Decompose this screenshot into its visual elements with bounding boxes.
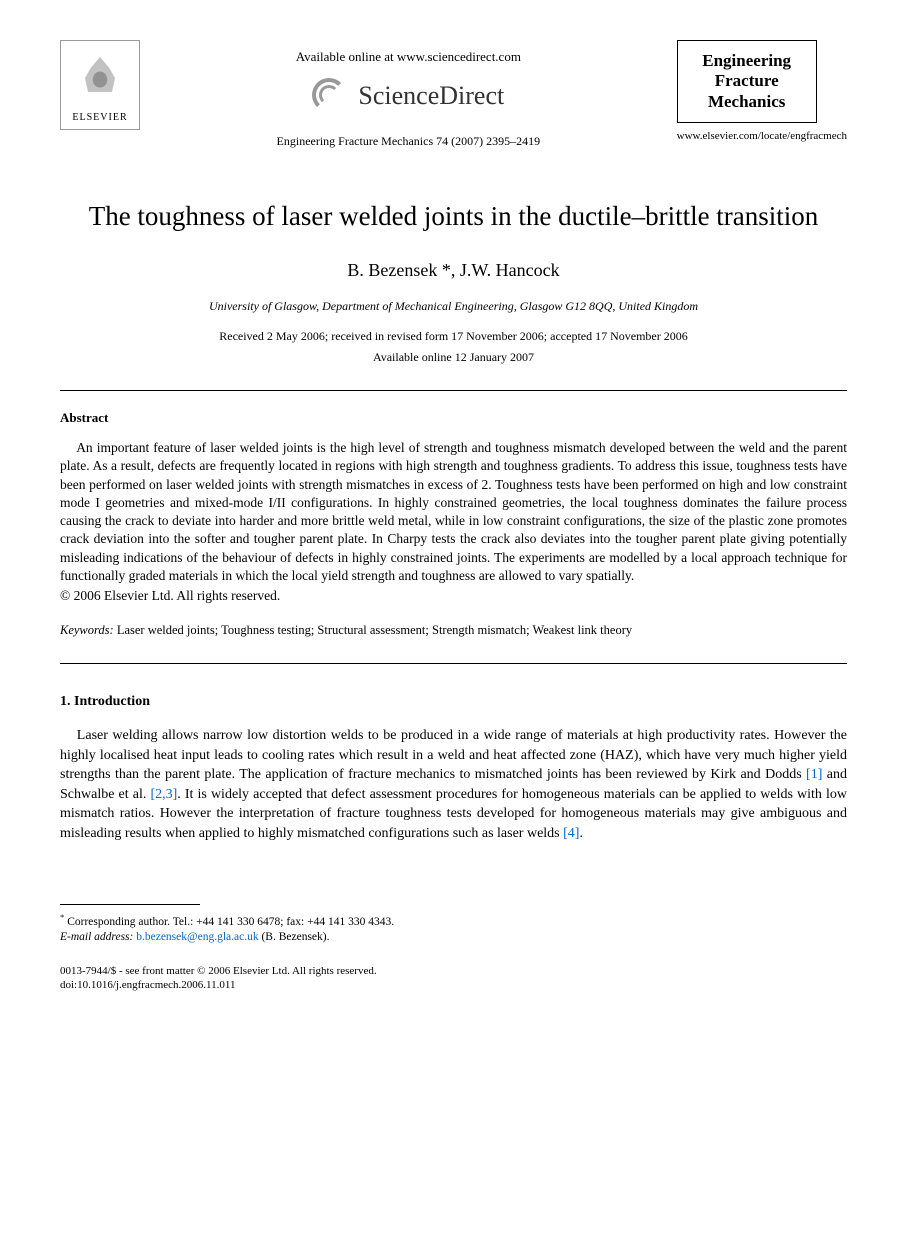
footnote-corresponding: * Corresponding author. Tel.: +44 141 33… [60,911,847,930]
journal-box-line2: Fracture [684,71,810,91]
citation-1[interactable]: [1] [806,767,822,782]
footnote-block: * Corresponding author. Tel.: +44 141 33… [60,911,847,946]
journal-box-line3: Mechanics [684,92,810,112]
section-1-heading: 1. Introduction [60,692,847,712]
para-text-mid2: . It is widely accepted that defect asse… [60,787,847,841]
sciencedirect-icon [312,78,348,114]
para-text-post: . [579,826,583,841]
citation-4[interactable]: [4] [563,826,579,841]
dates-line1: Received 2 May 2006; received in revised… [60,328,847,345]
journal-reference: Engineering Fracture Mechanics 74 (2007)… [140,133,677,150]
footnote-email: E-mail address: b.bezensek@eng.gla.ac.uk… [60,929,847,945]
elsevier-label: ELSEVIER [72,111,127,125]
corresponding-text: Corresponding author. Tel.: +44 141 330 … [67,915,394,927]
rule-top [60,390,847,391]
center-header: Available online at www.sciencedirect.co… [140,40,677,149]
keywords-label: Keywords: [60,623,114,637]
section-1-para: Laser welding allows narrow low distorti… [60,726,847,844]
article-title: The toughness of laser welded joints in … [60,199,847,234]
email-suffix: (B. Bezensek). [259,931,330,943]
para-text-pre: Laser welding allows narrow low distorti… [60,728,847,782]
journal-box: Engineering Fracture Mechanics [677,40,817,123]
footer-meta: 0013-7944/$ - see front matter © 2006 El… [60,964,847,993]
elsevier-logo: ELSEVIER [60,40,140,130]
email-label: E-mail address: [60,931,133,943]
keywords-text: Laser welded joints; Toughness testing; … [114,623,632,637]
header-row: ELSEVIER Available online at www.science… [60,40,847,149]
keywords: Keywords: Laser welded joints; Toughness… [60,622,847,640]
abstract-body: An important feature of laser welded joi… [60,439,847,585]
footer-line2: doi:10.1016/j.engfracmech.2006.11.011 [60,978,847,992]
footer-line1: 0013-7944/$ - see front matter © 2006 El… [60,964,847,978]
footnote-separator [60,904,200,905]
email-address[interactable]: b.bezensek@eng.gla.ac.uk [136,931,258,943]
journal-url: www.elsevier.com/locate/engfracmech [677,129,847,144]
abstract-heading: Abstract [60,409,847,427]
journal-box-line1: Engineering [684,51,810,71]
sciencedirect-text: ScienceDirect [358,78,504,114]
citation-2-3[interactable]: [2,3] [150,787,177,802]
authors: B. Bezensek *, J.W. Hancock [60,258,847,283]
dates-line2: Available online 12 January 2007 [60,349,847,366]
rule-bottom [60,663,847,664]
abstract-copyright: © 2006 Elsevier Ltd. All rights reserved… [60,587,847,606]
available-online-text: Available online at www.sciencedirect.co… [140,48,677,66]
affiliation: University of Glasgow, Department of Mec… [60,298,847,315]
sciencedirect-row: ScienceDirect [140,78,677,114]
asterisk-icon: * [60,912,64,922]
journal-box-wrapper: Engineering Fracture Mechanics www.elsev… [677,40,847,145]
elsevier-tree-icon [75,52,125,107]
